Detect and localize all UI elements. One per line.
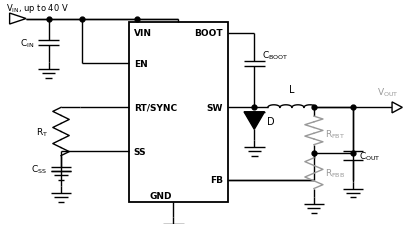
Text: L: L [288,84,294,94]
Polygon shape [243,112,264,130]
Text: EN: EN [133,60,147,69]
Text: FB: FB [209,176,222,184]
Text: SW: SW [206,104,222,112]
Text: C$_{\mathsf{OUT}}$: C$_{\mathsf{OUT}}$ [358,150,380,162]
Text: GND: GND [149,191,171,200]
Text: D: D [266,116,273,126]
Bar [128,23,227,202]
Text: R$_{\mathsf{FBB}}$: R$_{\mathsf{FBB}}$ [325,167,345,180]
Text: V$_{\mathsf{IN}}$, up to 40 V: V$_{\mathsf{IN}}$, up to 40 V [5,2,68,15]
Text: C$_{\mathsf{SS}}$: C$_{\mathsf{SS}}$ [31,163,47,175]
Text: V$_{\mathsf{OUT}}$: V$_{\mathsf{OUT}}$ [376,86,397,99]
Text: BOOT: BOOT [194,29,222,38]
Text: C$_{\mathsf{BOOT}}$: C$_{\mathsf{BOOT}}$ [261,49,287,62]
Polygon shape [9,14,26,25]
Text: VIN: VIN [133,29,152,38]
Text: R$_{\mathsf{FBT}}$: R$_{\mathsf{FBT}}$ [325,128,345,140]
Text: SS: SS [133,147,146,156]
Text: RT/SYNC: RT/SYNC [133,104,176,112]
Polygon shape [391,102,401,113]
Text: C$_{\mathsf{IN}}$: C$_{\mathsf{IN}}$ [20,37,34,50]
Text: R$_{\mathsf{T}}$: R$_{\mathsf{T}}$ [36,126,49,138]
